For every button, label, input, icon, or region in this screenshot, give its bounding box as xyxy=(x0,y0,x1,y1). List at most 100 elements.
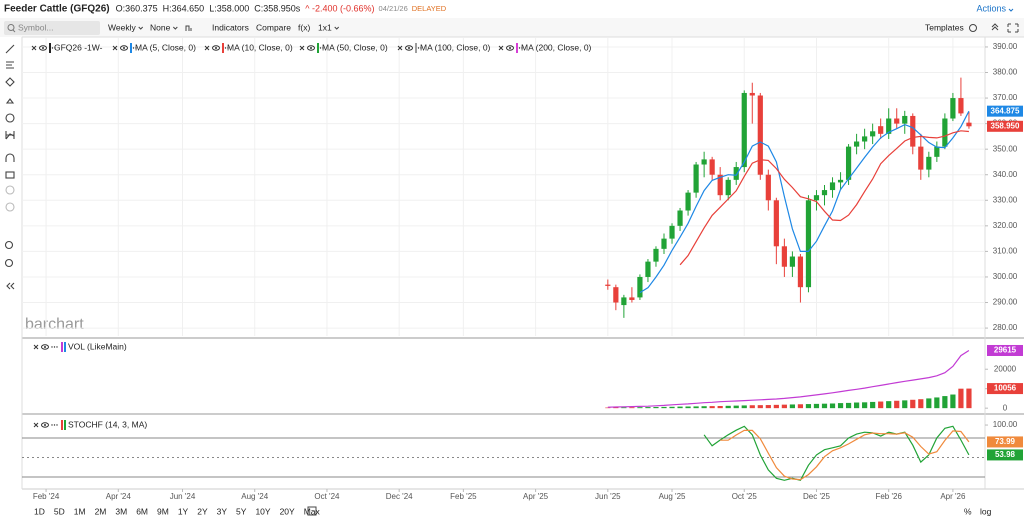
range-button[interactable]: Max xyxy=(304,506,321,516)
more-icon[interactable] xyxy=(54,47,56,49)
more-icon[interactable] xyxy=(51,47,54,49)
close-icon[interactable] xyxy=(397,45,403,51)
volume-bar xyxy=(870,401,876,409)
legend-entry[interactable]: MA (5, Close, 0) xyxy=(135,42,196,52)
toolbar-item[interactable]: Compare xyxy=(256,22,291,32)
more-icon[interactable] xyxy=(227,47,229,49)
tool-magnet[interactable] xyxy=(5,153,15,162)
candle-body xyxy=(934,146,940,157)
x-tick-label: Apr '25 xyxy=(523,492,549,501)
fullscreen-icon[interactable] xyxy=(1007,23,1019,33)
last-stoch-k-label-box xyxy=(987,449,1023,461)
search-box[interactable] xyxy=(4,21,100,35)
visibility-icon[interactable] xyxy=(41,422,49,428)
visibility-icon[interactable] xyxy=(39,45,47,51)
tool-line[interactable] xyxy=(5,44,15,54)
calendar-icon[interactable] xyxy=(307,506,317,516)
range-button[interactable]: 1D xyxy=(34,506,45,516)
percent-toggle[interactable]: % xyxy=(964,506,972,516)
actions-button[interactable]: Actions xyxy=(976,3,1006,13)
volume-bar xyxy=(701,406,707,409)
visibility-icon[interactable] xyxy=(212,45,220,51)
settings-icon[interactable] xyxy=(969,24,977,32)
close-icon[interactable] xyxy=(33,422,39,428)
close-icon[interactable] xyxy=(498,45,504,51)
pane-title[interactable]: VOL (LikeMain) xyxy=(68,341,127,351)
templates-button[interactable]: Templates xyxy=(925,22,964,32)
close-icon[interactable] xyxy=(33,344,39,350)
range-button[interactable]: 10Y xyxy=(255,506,270,516)
tool-shape[interactable] xyxy=(5,77,15,87)
tool-redo[interactable] xyxy=(5,202,15,212)
range-button[interactable]: 6M xyxy=(136,506,148,516)
visibility-icon[interactable] xyxy=(41,344,49,350)
search-input[interactable]: Symbol... xyxy=(18,22,53,32)
visibility-icon[interactable] xyxy=(405,45,413,51)
tool-text[interactable] xyxy=(6,61,14,69)
range-button[interactable]: 1M xyxy=(74,506,86,516)
close-icon[interactable] xyxy=(112,45,118,51)
more-icon[interactable] xyxy=(53,424,56,426)
legend-entry[interactable]: MA (200, Close, 0) xyxy=(521,42,592,52)
log-toggle[interactable]: log xyxy=(980,506,992,516)
more-icon[interactable] xyxy=(135,47,137,49)
tool-collapse[interactable] xyxy=(6,282,15,290)
range-button[interactable]: 20Y xyxy=(280,506,295,516)
range-button[interactable]: 5Y xyxy=(236,506,247,516)
tool-info[interactable] xyxy=(5,113,15,123)
legend-entry[interactable]: MA (10, Close, 0) xyxy=(227,42,293,52)
close-icon[interactable] xyxy=(204,45,210,51)
tool-pattern[interactable] xyxy=(5,98,15,104)
range-button[interactable]: 9M xyxy=(157,506,169,516)
legend-entry[interactable]: MA (50, Close, 0) xyxy=(322,42,388,52)
tool-undo[interactable] xyxy=(5,185,15,195)
more-icon[interactable] xyxy=(51,346,53,348)
more-icon[interactable] xyxy=(420,47,422,49)
more-icon[interactable] xyxy=(51,424,53,426)
pane-title[interactable]: STOCHF (14, 3, MA) xyxy=(68,419,147,429)
ohlc-value: L:358.000 xyxy=(209,3,249,13)
visibility-icon xyxy=(42,47,44,49)
study-icon[interactable] xyxy=(185,25,192,31)
y-tick-label: 330.00 xyxy=(993,195,1018,204)
visibility-icon[interactable] xyxy=(120,45,128,51)
visibility-icon[interactable] xyxy=(307,45,315,51)
more-icon[interactable] xyxy=(53,346,56,348)
more-icon[interactable] xyxy=(132,47,135,49)
legend-entry[interactable]: MA (100, Close, 0) xyxy=(420,42,491,52)
more-icon[interactable] xyxy=(322,47,324,49)
close-icon[interactable] xyxy=(299,45,305,51)
candle-body xyxy=(645,261,651,277)
toolbar-item[interactable]: f(x) xyxy=(298,22,310,32)
actions-caret xyxy=(1008,8,1014,12)
ohlc-value: C:358.950s xyxy=(254,3,301,13)
tool-range[interactable] xyxy=(5,131,15,139)
search-icon xyxy=(7,24,15,31)
y-tick-label: 370.00 xyxy=(993,93,1018,102)
toolbar-item[interactable]: 1x1 xyxy=(318,22,332,32)
toolbar-item[interactable]: None xyxy=(150,22,171,32)
visibility-icon[interactable] xyxy=(506,45,514,51)
range-button[interactable]: 5D xyxy=(54,506,65,516)
collapse-icon[interactable] xyxy=(991,23,999,31)
range-button[interactable]: 3M xyxy=(115,506,127,516)
range-button[interactable]: 2M xyxy=(95,506,107,516)
tool-lock[interactable] xyxy=(5,171,15,179)
range-button[interactable]: 1Y xyxy=(178,506,189,516)
close-icon[interactable] xyxy=(31,45,37,51)
tool-zoom-out[interactable] xyxy=(4,258,14,268)
more-icon[interactable] xyxy=(319,47,322,49)
toolbar-item[interactable]: Weekly xyxy=(108,22,136,32)
tool-zoom-in[interactable] xyxy=(4,240,14,250)
x-tick-label: Dec '24 xyxy=(386,492,413,501)
legend-entry[interactable]: GFQ26 -1W- xyxy=(54,42,103,52)
more-icon[interactable] xyxy=(224,47,227,49)
more-icon[interactable] xyxy=(56,424,58,426)
more-icon[interactable] xyxy=(417,47,420,49)
more-icon[interactable] xyxy=(518,47,521,49)
more-icon[interactable] xyxy=(521,47,523,49)
more-icon[interactable] xyxy=(56,346,58,348)
range-button[interactable]: 2Y xyxy=(197,506,208,516)
toolbar-item[interactable]: Indicators xyxy=(212,22,249,32)
range-button[interactable]: 3Y xyxy=(217,506,228,516)
